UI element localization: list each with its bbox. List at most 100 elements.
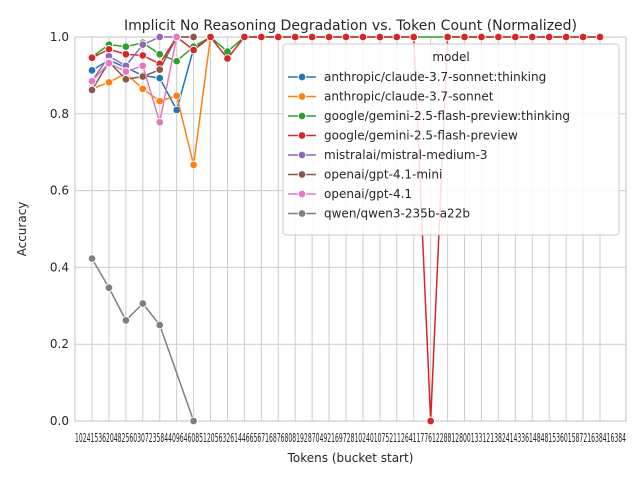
data-point [172,91,181,101]
data-point [172,32,181,42]
data-point [155,73,164,83]
legend-entry: google/gemini-2.5-flash-preview:thinking [288,109,570,123]
data-point [138,51,148,60]
data-point [121,316,131,325]
data-point [189,160,198,170]
legend: model anthropic/claude-3.7-sonnet:thinki… [282,43,620,236]
legend-title: model [432,50,469,64]
data-point [121,74,131,84]
data-point [155,32,164,42]
legend-marker [297,111,307,121]
data-point [104,283,114,293]
x-tick-labels: 1024153620482560307235844096460851205632… [75,431,626,445]
data-point [138,299,148,308]
data-point [544,32,554,42]
data-point [358,32,368,42]
legend-entry: qwen/qwen3-235b-a22b [288,207,470,221]
legend-marker [297,150,307,160]
data-point [155,50,164,59]
data-point [409,32,418,42]
legend-label: anthropic/claude-3.7-sonnet [324,90,494,104]
data-point [426,416,435,426]
y-tick-label: 1.0 [50,30,69,44]
legend-entry: openai/gpt-4.1-mini [288,168,442,182]
data-point [121,50,131,59]
data-point [87,76,97,86]
data-point [121,67,131,76]
data-point [87,66,97,75]
data-point [104,78,114,87]
chart-title: Implicit No Reasoning Degradation vs. To… [124,18,577,34]
legend-label: openai/gpt-4.1 [324,187,412,201]
data-point [595,32,605,42]
data-point [87,254,97,263]
data-point [443,32,452,42]
legend-entry: openai/gpt-4.1 [288,187,412,201]
data-point [257,32,266,42]
data-point [138,40,148,49]
legend-marker [297,209,307,218]
data-point [155,96,164,106]
legend-label: mistralai/mistral-medium-3 [324,148,488,162]
data-point [223,54,232,63]
data-point [138,84,148,94]
data-point [189,45,198,55]
data-point [578,32,588,42]
data-point [460,32,469,42]
y-tick-label: 0.2 [50,337,69,351]
data-point [290,32,300,42]
legend-label: openai/gpt-4.1-mini [324,168,442,182]
legend-entry: anthropic/claude-3.7-sonnet:thinking [288,70,546,84]
y-tick-label: 0.0 [50,414,69,428]
series-layer [87,32,605,426]
y-tick-label: 0.8 [50,107,69,121]
data-point [189,32,198,42]
data-point [172,56,181,66]
data-point [561,32,571,42]
data-point [155,117,164,127]
legend-items: anthropic/claude-3.7-sonnet:thinking anth… [288,70,570,221]
data-point [307,32,317,42]
series-group [87,32,181,127]
legend-label: google/gemini-2.5-flash-preview:thinking [324,109,570,123]
legend-label: google/gemini-2.5-flash-preview [324,129,518,143]
x-axis-label: Tokens (bucket start) [287,451,414,465]
series-line [91,36,178,123]
data-point [375,32,385,42]
data-point [155,65,164,74]
data-point [274,32,283,42]
data-point [324,32,334,42]
legend-label: qwen/qwen3-235b-a22b [324,207,470,221]
data-point [511,32,520,42]
y-tick-label: 0.4 [50,260,69,274]
data-point [155,320,164,330]
data-point [104,58,114,68]
series-line [91,258,195,422]
legend-marker [297,189,307,199]
data-point [104,45,114,54]
legend-marker [297,131,307,140]
data-point [240,32,249,42]
data-point [528,32,537,42]
data-point [189,416,198,426]
data-point [206,32,215,42]
data-point [121,42,131,51]
legend-entry: mistralai/mistral-medium-3 [288,148,488,162]
data-point [392,32,402,42]
data-point [494,32,503,42]
data-point [341,32,351,42]
data-point [477,32,486,42]
y-axis-label: Accuracy [15,202,29,257]
legend-entry: google/gemini-2.5-flash-preview [288,129,518,143]
series-group [87,254,198,426]
data-point [87,85,97,95]
legend-marker [297,170,307,179]
legend-marker [297,92,307,101]
data-point [87,53,97,62]
y-tick-label: 0.6 [50,184,69,198]
legend-entry: anthropic/claude-3.7-sonnet [288,90,494,104]
legend-label: anthropic/claude-3.7-sonnet:thinking [324,70,546,84]
legend-box [282,43,620,236]
y-tick-labels: 0.0 0.2 0.4 0.6 0.8 1.0 [50,30,69,428]
